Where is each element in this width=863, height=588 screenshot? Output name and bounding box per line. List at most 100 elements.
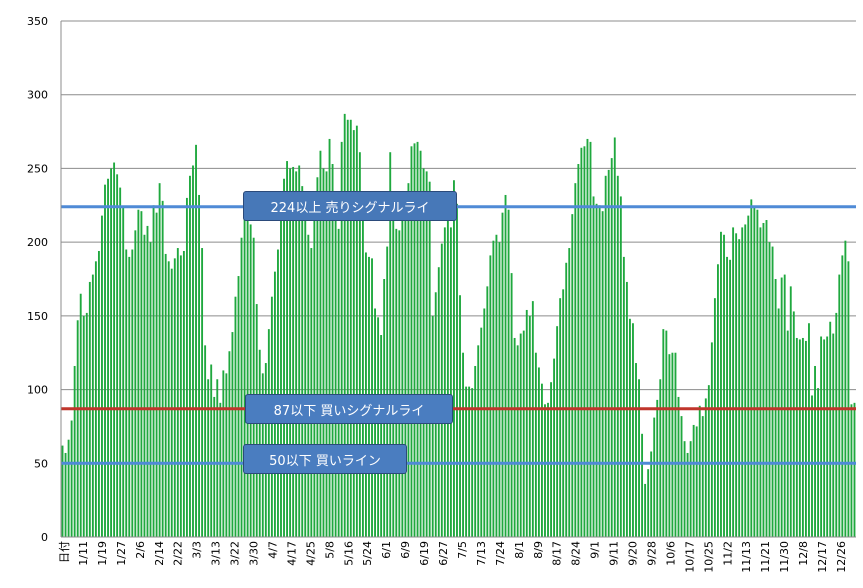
bar (595, 203, 598, 537)
bar (732, 227, 735, 537)
x-tick-label: 11/2 (721, 541, 734, 566)
bar (826, 336, 829, 537)
bar (307, 234, 310, 537)
bar (119, 187, 122, 537)
bar (97, 250, 100, 538)
bar (240, 237, 243, 537)
bar (283, 178, 285, 537)
bar (331, 164, 334, 537)
bar (422, 168, 425, 537)
x-tick-label: 3/13 (210, 541, 223, 566)
sell-signal-callout: 224以上 売りシグナルライ (243, 191, 457, 221)
x-tick-label: 1/27 (115, 541, 128, 566)
bar (158, 183, 161, 538)
bar (131, 249, 134, 537)
bar (534, 352, 537, 537)
bar (726, 256, 728, 537)
bar (744, 224, 747, 537)
bar (404, 209, 407, 537)
bar (380, 335, 383, 537)
bar (607, 169, 610, 537)
x-tick-label: 4/25 (304, 541, 317, 566)
x-tick-label: 7/5 (456, 541, 469, 559)
bar (550, 382, 552, 537)
bar (592, 196, 595, 537)
x-tick-label: 10/6 (664, 541, 677, 566)
bar (692, 424, 695, 537)
x-tick-label: 1/11 (77, 541, 90, 566)
bar (243, 214, 246, 537)
bar (601, 211, 604, 537)
bar (668, 354, 671, 537)
bar (389, 152, 392, 537)
bar (544, 404, 546, 537)
bar (586, 138, 589, 537)
bar (352, 130, 355, 537)
bar (419, 150, 422, 538)
x-tick-label: 4/7 (266, 541, 279, 559)
bar (462, 352, 464, 537)
bar (161, 200, 164, 538)
bar (541, 383, 543, 537)
bar (492, 240, 495, 538)
bar (340, 141, 343, 537)
x-tick-label: 8/9 (532, 541, 545, 559)
bar (416, 141, 419, 537)
bar (659, 379, 662, 537)
bar (486, 286, 489, 537)
bar (616, 175, 619, 538)
bar (134, 230, 137, 537)
bar (644, 483, 647, 537)
x-tick-label: 6/27 (437, 541, 450, 566)
x-tick-label: 3/30 (248, 541, 261, 566)
bar (798, 339, 801, 537)
bar (428, 181, 431, 537)
x-tick-label: 12/26 (835, 541, 848, 573)
bar (413, 143, 416, 537)
bar (547, 402, 549, 537)
bar (735, 233, 738, 538)
bar (459, 295, 461, 537)
bar (589, 141, 592, 537)
bar (656, 399, 659, 537)
bar (386, 246, 389, 537)
bar (155, 212, 158, 537)
bar (562, 289, 565, 537)
bar (301, 186, 304, 537)
bar (140, 211, 143, 537)
x-tick-label: 3/3 (191, 541, 204, 559)
bar (537, 367, 540, 537)
bar (622, 256, 625, 537)
bar (164, 253, 167, 537)
bar (674, 352, 677, 537)
bar (176, 248, 179, 538)
bar (713, 298, 716, 537)
bar (82, 315, 85, 537)
x-tick-label: 8/1 (513, 541, 526, 559)
bar (814, 365, 816, 537)
bar (677, 396, 680, 537)
bar (686, 452, 689, 537)
bar (85, 312, 88, 537)
bar (152, 205, 155, 538)
bar (513, 337, 516, 537)
buy-line-callout: 50以下 買いライン (243, 444, 407, 474)
bar (246, 208, 249, 538)
bar (443, 227, 446, 537)
bar (525, 309, 528, 537)
bar (556, 326, 559, 537)
bar (325, 171, 328, 537)
x-tick-label: 日付 (58, 541, 71, 563)
bar (280, 205, 282, 538)
bar (829, 321, 832, 537)
bar (510, 273, 513, 537)
bar (707, 385, 710, 537)
bar (844, 240, 847, 538)
bar (137, 209, 140, 537)
x-tick-label: 7/13 (475, 541, 488, 566)
bar (838, 274, 841, 537)
bar (173, 258, 176, 537)
x-tick-label: 11/13 (740, 541, 753, 573)
x-tick-label: 3/22 (229, 541, 242, 566)
